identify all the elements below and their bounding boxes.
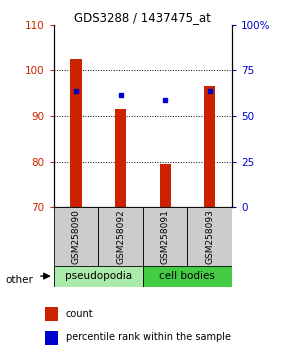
Bar bbox=[160, 164, 171, 207]
Title: GDS3288 / 1437475_at: GDS3288 / 1437475_at bbox=[75, 11, 211, 24]
Bar bbox=[143, 207, 187, 266]
Bar bbox=[70, 59, 81, 207]
Bar bbox=[54, 266, 143, 287]
Text: cell bodies: cell bodies bbox=[160, 271, 215, 281]
Text: other: other bbox=[6, 275, 34, 285]
Bar bbox=[204, 86, 215, 207]
Text: count: count bbox=[66, 309, 94, 319]
Bar bbox=[45, 307, 59, 321]
Bar bbox=[143, 266, 232, 287]
Text: GSM258092: GSM258092 bbox=[116, 209, 125, 264]
Bar bbox=[115, 109, 126, 207]
Text: GSM258091: GSM258091 bbox=[161, 209, 170, 264]
Bar bbox=[54, 207, 98, 266]
Bar bbox=[187, 207, 232, 266]
Text: pseudopodia: pseudopodia bbox=[65, 271, 132, 281]
Bar bbox=[98, 207, 143, 266]
Text: percentile rank within the sample: percentile rank within the sample bbox=[66, 332, 231, 342]
Text: GSM258090: GSM258090 bbox=[71, 209, 80, 264]
Text: GSM258093: GSM258093 bbox=[205, 209, 214, 264]
Bar bbox=[45, 331, 59, 344]
